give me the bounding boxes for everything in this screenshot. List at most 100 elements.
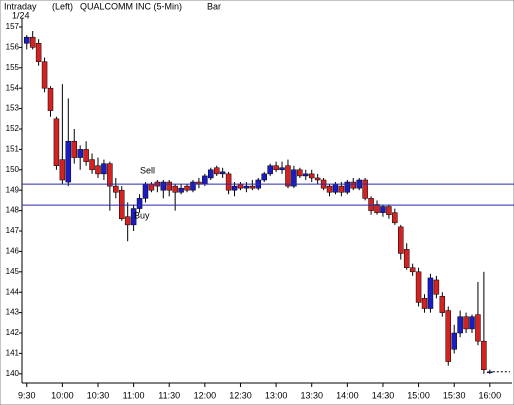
candle-body [362,179,368,199]
candle-body [445,310,452,362]
candle-body [225,173,232,191]
candle-body [380,206,386,213]
candle-body [237,183,244,189]
candle-body [124,216,131,226]
candle-body [107,163,113,187]
x-tick-label: 16:00 [479,390,502,400]
y-tick-label: 149 [6,185,20,194]
candle-body [184,185,190,191]
candle-body [403,249,410,268]
candle-body [136,198,143,209]
candle-body [243,185,250,189]
candle-body [130,208,137,226]
candle-body [166,181,172,191]
candle-body [291,169,297,187]
x-tick-label: 12:00 [194,390,217,400]
x-tick-label: 10:00 [51,390,74,400]
candle-body [148,183,155,191]
candle-body [303,173,309,177]
candle-body [308,173,315,179]
candle-body [398,226,404,254]
y-tick-label: 146 [6,247,20,256]
candle-body [172,185,178,193]
candle-body [47,87,54,111]
y-tick-label: 144 [6,287,20,296]
candle-body [231,185,238,191]
candle-body [285,165,291,187]
candle-body [326,185,333,193]
candle-body [59,159,66,181]
x-tick-label: 15:30 [443,390,466,400]
level-label: Buy [134,210,150,220]
y-tick-label: 145 [6,267,20,276]
y-tick-label: 154 [6,83,20,92]
candle-body [35,43,42,62]
candle-body [23,36,30,44]
x-tick-label: 12:30 [229,390,252,400]
candle-body [279,167,285,171]
candle-body [344,181,351,193]
candle-body [71,140,77,158]
y-tick-label: 140 [6,369,20,378]
candle-body [421,298,428,309]
candle-body [392,212,398,224]
candle-body [83,149,89,162]
candle-body [273,165,279,171]
candle-body [338,185,345,193]
candle-body [332,183,339,193]
candle-body [451,332,457,350]
candle-body [433,279,440,295]
header-mode: Intraday [4,1,37,11]
x-tick-label: 13:30 [300,390,323,400]
candle-body [487,371,493,374]
candle-body [213,167,220,175]
candle-body [178,187,184,193]
y-tick-label: 141 [6,349,20,358]
y-tick-label: 147 [6,226,20,235]
candle-body [142,183,149,199]
candle-body [475,314,481,342]
x-tick-label: 13:00 [265,390,288,400]
candle-body [481,340,487,370]
candle-body [314,177,321,181]
candle-body [160,181,167,191]
candle-body [101,163,107,175]
candle-body [113,185,119,193]
candle-body [368,198,374,211]
x-tick-label: 9:30 [18,390,36,400]
y-tick-label: 151 [6,145,20,154]
y-tick-label: 155 [6,63,20,72]
candle-body [41,61,48,89]
candle-body [53,118,60,166]
candle-body [95,165,101,175]
candle-body [261,173,267,181]
x-tick-label: 15:00 [407,390,430,400]
candle-body [457,316,463,334]
candle-body [439,296,446,313]
y-tick-label: 150 [6,165,20,174]
candle-body [409,267,416,273]
date-label: 1/24 [12,10,30,20]
candle-body [89,159,95,171]
candle-body [77,149,83,158]
candle-body [350,181,357,189]
candle-body [29,36,36,48]
candle-body [386,206,392,215]
x-tick-label: 11:00 [123,390,145,400]
candle-body [118,189,125,220]
candle-body [427,277,434,309]
candle-body [249,185,256,189]
candle-body [219,171,226,175]
y-tick-label: 157 [6,22,20,31]
candle-body [469,316,475,330]
level-label: Sell [140,165,155,175]
y-tick-label: 153 [6,104,20,113]
candle-body [374,204,380,213]
x-tick-label: 11:30 [158,390,180,400]
candle-body [415,271,422,303]
candle-body [65,140,72,183]
candle-body [463,316,469,330]
header-symbol: QUALCOMM INC (5-Min) [80,1,182,11]
y-tick-label: 142 [6,328,20,337]
